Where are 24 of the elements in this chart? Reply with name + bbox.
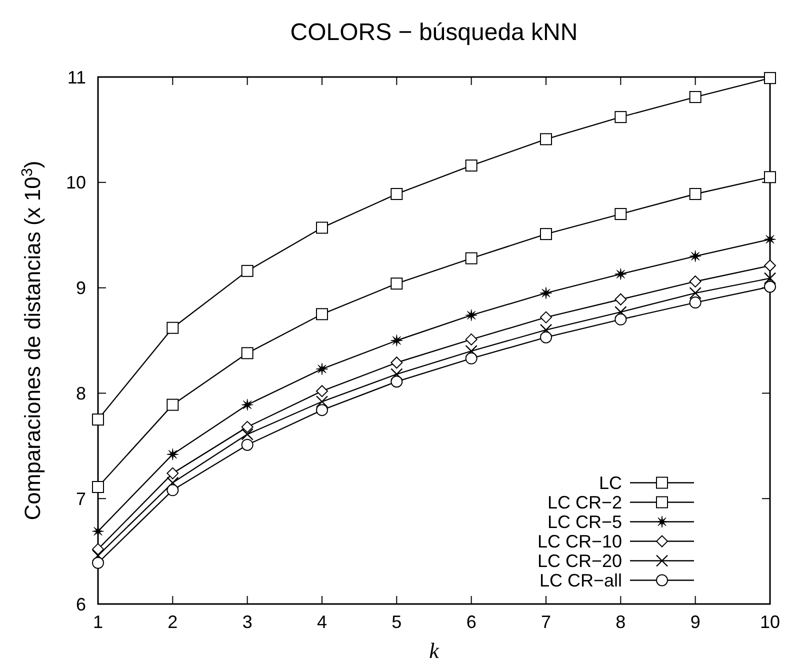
y-tick-label: 11 [67,67,86,88]
legend-label: LC CR−5 [547,512,622,532]
y-tick-label: 7 [76,488,86,509]
x-tick-label: 7 [540,612,552,632]
y-tick-label: 8 [76,384,86,404]
x-tick-label: 6 [466,612,476,632]
x-tick-label: 9 [690,612,700,632]
x-tick-label: 1 [92,612,104,632]
legend-label: LC CR−10 [537,532,622,552]
x-tick-label: 10 [760,612,780,632]
x-tick-label: 4 [316,612,328,632]
x-axis-title: k [429,638,440,663]
legend-label: LC [598,473,622,494]
y-tick-label: 10 [66,172,86,193]
legend-label: LC CR−all [539,570,622,591]
chart-title: COLORS − búsqueda kNN [290,19,578,46]
x-tick-label: 3 [242,612,252,632]
y-tick-label: 9 [76,278,86,298]
legend-label: LC CR−20 [537,551,622,572]
x-tick-label: 2 [168,612,178,632]
x-tick-label: 5 [392,612,402,632]
legend-label: LC CR−2 [547,492,622,513]
x-tick-label: 8 [616,612,626,632]
y-tick-label: 6 [76,594,86,614]
